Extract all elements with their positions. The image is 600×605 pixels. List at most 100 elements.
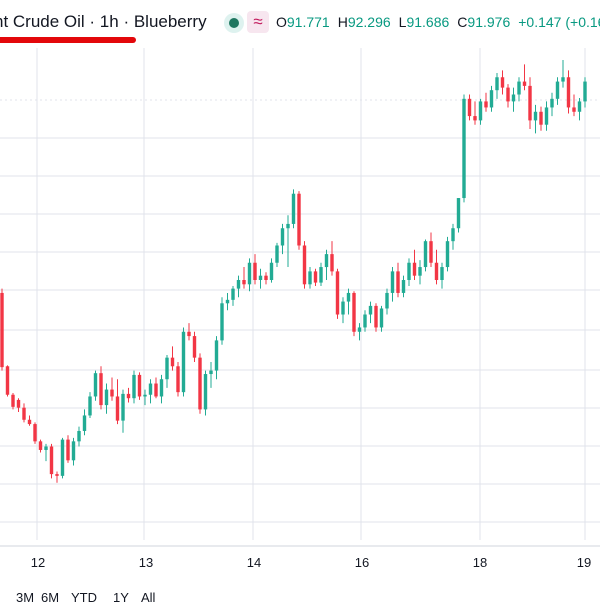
open-value: 91.771 — [286, 14, 330, 30]
candle-up — [379, 308, 384, 328]
chart-grid — [0, 48, 600, 540]
close-label: C — [457, 14, 468, 30]
candles-layer — [0, 60, 587, 483]
candle-down — [302, 245, 307, 285]
candle-down — [49, 446, 54, 475]
candle-up — [132, 374, 136, 399]
candle-up — [462, 98, 466, 199]
range-button-1y[interactable]: 1Y — [113, 590, 129, 605]
indicator-wave-icon[interactable]: ≈ — [247, 11, 269, 33]
candle-up — [341, 301, 345, 315]
change-value: +0.147 (+0.16% — [518, 14, 600, 30]
symbol-title[interactable]: nt Crude Oil · 1h · Blueberry — [0, 12, 207, 31]
candle-down — [374, 305, 378, 328]
red-annotation-underline — [0, 37, 136, 43]
candle-up — [456, 198, 461, 229]
candle-up — [269, 262, 274, 280]
candle-up — [181, 331, 186, 393]
candle-up — [275, 245, 279, 263]
candle-up — [308, 271, 312, 285]
candle-up — [60, 439, 65, 476]
candle-up — [148, 383, 153, 395]
candle-down — [467, 98, 472, 117]
high-label: H — [337, 14, 348, 30]
candle-up — [121, 393, 125, 421]
candle-up — [555, 81, 560, 99]
candle-up — [368, 305, 373, 315]
candle-down — [352, 292, 356, 332]
candle-up — [583, 81, 587, 102]
range-button-all[interactable]: All — [141, 590, 156, 605]
range-button-3m[interactable]: 3M — [16, 590, 35, 605]
candle-up — [440, 267, 444, 280]
candle-up — [423, 241, 428, 268]
candle-up — [346, 292, 351, 302]
candle-up — [324, 254, 329, 268]
candle-up — [363, 314, 367, 328]
candle-down — [396, 271, 400, 293]
candle-up — [385, 292, 389, 309]
candle-down — [66, 439, 70, 461]
candle-up — [231, 288, 235, 300]
candle-down — [242, 280, 246, 285]
time-axis-tick-label: 18 — [473, 555, 487, 570]
candle-up — [401, 280, 406, 293]
market-status-dot-icon[interactable] — [224, 13, 244, 33]
candle-up — [291, 193, 296, 224]
time-axis-tick-label: 19 — [577, 555, 591, 570]
time-axis-tick-label: 12 — [31, 555, 45, 570]
candle-down — [566, 77, 571, 108]
candle-down — [38, 441, 43, 450]
candle-down — [264, 275, 268, 280]
candle-up — [445, 241, 450, 268]
candle-up — [533, 111, 538, 121]
candle-up — [77, 430, 81, 442]
candle-down — [115, 396, 120, 421]
candle-up — [451, 228, 455, 242]
candle-down — [11, 394, 15, 407]
candle-up — [143, 394, 147, 397]
candle-down — [506, 87, 510, 102]
open-label: O — [276, 14, 287, 30]
candle-down — [522, 81, 527, 86]
candle-up — [209, 370, 213, 375]
low-label: L — [398, 14, 407, 30]
candle-down — [434, 262, 439, 280]
candle-up — [544, 107, 549, 125]
candle-up — [93, 373, 98, 397]
candle-up — [159, 379, 164, 397]
time-axis: 12 13 14 16 18 19 — [0, 545, 600, 570]
candle-down — [0, 292, 4, 368]
candle-up — [511, 94, 516, 102]
candle-down — [528, 85, 532, 121]
candle-down — [154, 383, 158, 397]
ohlc-readout: O91.771 H92.296 L91.686 C91.976 +0.147 (+0.1… — [276, 14, 600, 30]
candle-up — [561, 77, 565, 82]
candle-up — [71, 441, 76, 461]
candle-down — [484, 101, 488, 108]
candle-down — [297, 193, 301, 246]
candle-up — [165, 357, 169, 380]
candle-up — [550, 98, 554, 108]
candle-down — [5, 366, 10, 395]
candle-down — [110, 389, 114, 397]
candle-down — [99, 373, 103, 406]
high-value: 92.296 — [347, 14, 391, 30]
candle-down — [198, 357, 202, 410]
candle-down — [500, 77, 505, 88]
candle-up — [104, 389, 109, 406]
candle-down — [27, 419, 32, 425]
candle-down — [170, 357, 175, 367]
candle-down — [137, 374, 142, 397]
candle-up — [495, 77, 499, 91]
candle-up — [220, 303, 224, 341]
candle-down — [473, 116, 477, 121]
candle-down — [16, 399, 21, 408]
range-button-6m[interactable]: 6M — [41, 590, 60, 605]
candle-up — [286, 223, 290, 229]
candle-up — [82, 415, 87, 431]
candle-up — [214, 340, 219, 371]
candle-down — [412, 262, 417, 276]
range-button-ytd[interactable]: YTD — [71, 590, 97, 605]
